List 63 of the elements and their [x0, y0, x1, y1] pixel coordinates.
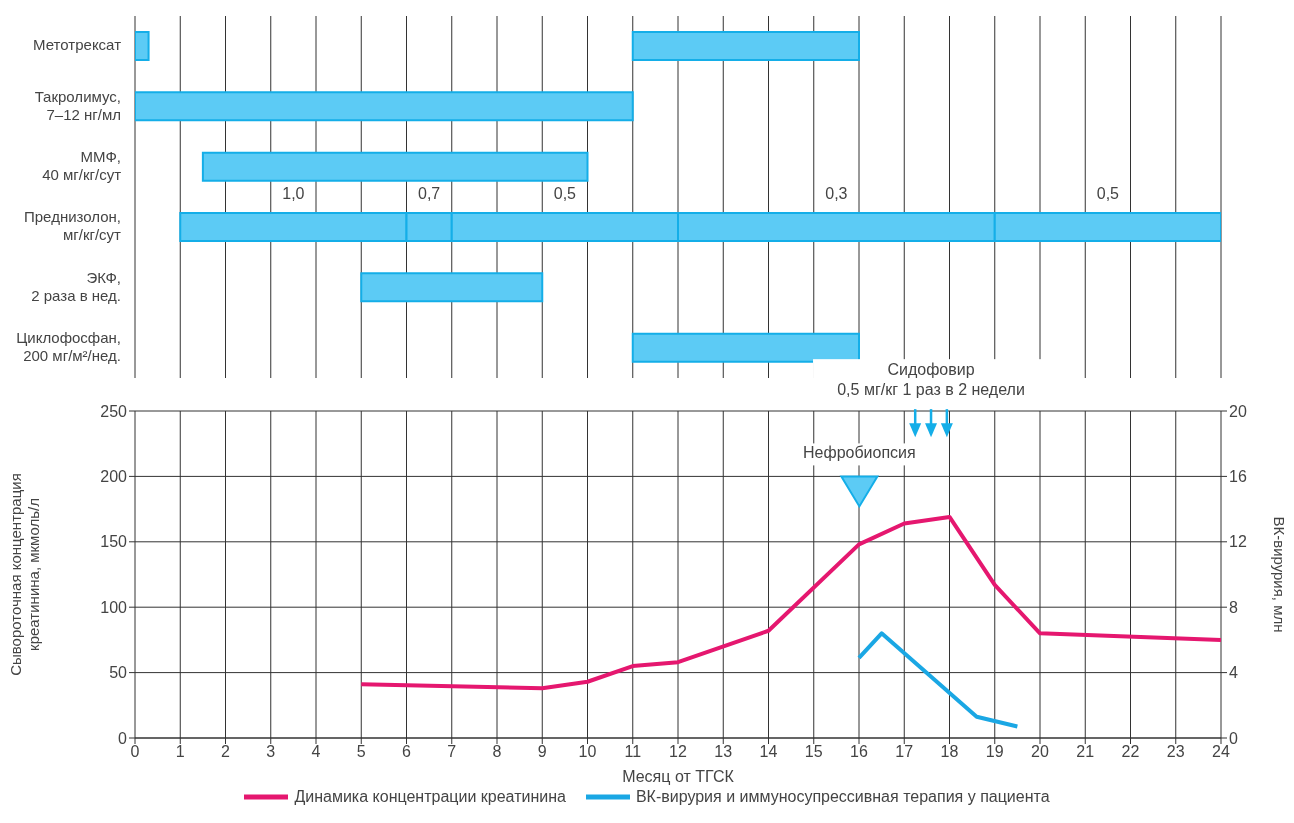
x-tick-label: 8	[492, 743, 502, 761]
x-tick-label: 23	[1166, 743, 1185, 761]
x-tick-label: 13	[714, 743, 733, 761]
y-tick-label: Метотрексат	[33, 36, 122, 54]
x-tick-label: 22	[1121, 743, 1140, 761]
bar	[360, 272, 544, 303]
bar	[135, 91, 634, 122]
x-tick-label: 18	[940, 743, 959, 761]
y-tick-label: Циклофосфан, 200 мг/м²/нед.	[16, 328, 121, 364]
bar	[631, 332, 860, 363]
x-tick-label: 7	[447, 743, 457, 761]
annotation: 1,0	[282, 185, 305, 203]
bar	[135, 31, 150, 61]
line-series	[857, 631, 1020, 729]
x-tick-label: 24	[1212, 743, 1230, 761]
annotation: 0,5	[553, 185, 577, 203]
x-tick-label: 6	[402, 743, 412, 761]
x-tick-label: 14	[759, 743, 778, 761]
x-tick-label: 5	[356, 743, 366, 761]
y2-tick-label: 16	[1229, 468, 1247, 486]
y-tick-label: 50	[109, 664, 128, 682]
y-tick-label: 150	[100, 533, 128, 551]
x-tick-label: 16	[850, 743, 868, 761]
annotation: Нефробиопсия	[803, 444, 916, 462]
annotation: 0,3	[825, 185, 848, 203]
x-tick-label: 9	[537, 743, 547, 761]
x-tick-label: 20	[1031, 743, 1049, 761]
annotation: 0,5	[1096, 185, 1120, 203]
x-tick-label: 17	[895, 743, 914, 761]
line-series	[359, 514, 1221, 691]
legend-label: ВК-вирурия и иммуносупрессивная терапия у пациента	[635, 788, 1050, 806]
y2-tick-label: 8	[1229, 598, 1238, 616]
y-tick-label: Такролимус, 7–12 нг/мл	[34, 87, 121, 123]
legend-label: Динамика концентрации креатинина	[294, 788, 566, 806]
bar	[201, 151, 589, 182]
y2-tick-label: 0	[1229, 729, 1238, 747]
y-tick-label: Преднизолон, мг/кг/сут	[24, 208, 122, 244]
x-tick-label: 1	[175, 743, 185, 761]
y-tick-label: 200	[100, 468, 128, 486]
x-tick-label: 11	[624, 743, 642, 761]
x-tick-label: 10	[578, 743, 597, 761]
y2-tick-label: 12	[1229, 533, 1247, 551]
x-tick-label: 4	[311, 743, 321, 761]
x-tick-label: 3	[266, 743, 276, 761]
x-tick-label: 19	[985, 743, 1004, 761]
x-tick-label: 2	[221, 743, 231, 761]
y2-tick-label: 20	[1229, 402, 1247, 420]
x-tick-label: 21	[1076, 743, 1095, 761]
x-tick-label: 15	[804, 743, 823, 761]
y-tick-label: 0	[118, 729, 128, 747]
y-tick-label: 250	[100, 402, 128, 420]
x-tick-label: 12	[669, 743, 687, 761]
y-tick-label: ММФ, 40 мг/кг/сут	[42, 147, 122, 183]
x-tick-label: 0	[130, 743, 140, 761]
y-axis-title: Сывороточная концентрация креатинина, мкмоль/л	[6, 473, 42, 676]
x-axis-title: Месяц от ТГСК	[622, 768, 735, 785]
annotation: Сидофовир 0,5 мг/кг 1 раз в 2 недели	[837, 361, 1025, 399]
annotation: 0,7	[418, 185, 441, 203]
y2-tick-label: 4	[1229, 664, 1238, 682]
y-tick-label: ЭКФ, 2 раза в нед.	[31, 268, 121, 304]
y-tick-label: 100	[100, 598, 128, 616]
bar	[631, 31, 860, 61]
y2-axis-title: ВК-вирурия, млн	[1271, 516, 1289, 633]
